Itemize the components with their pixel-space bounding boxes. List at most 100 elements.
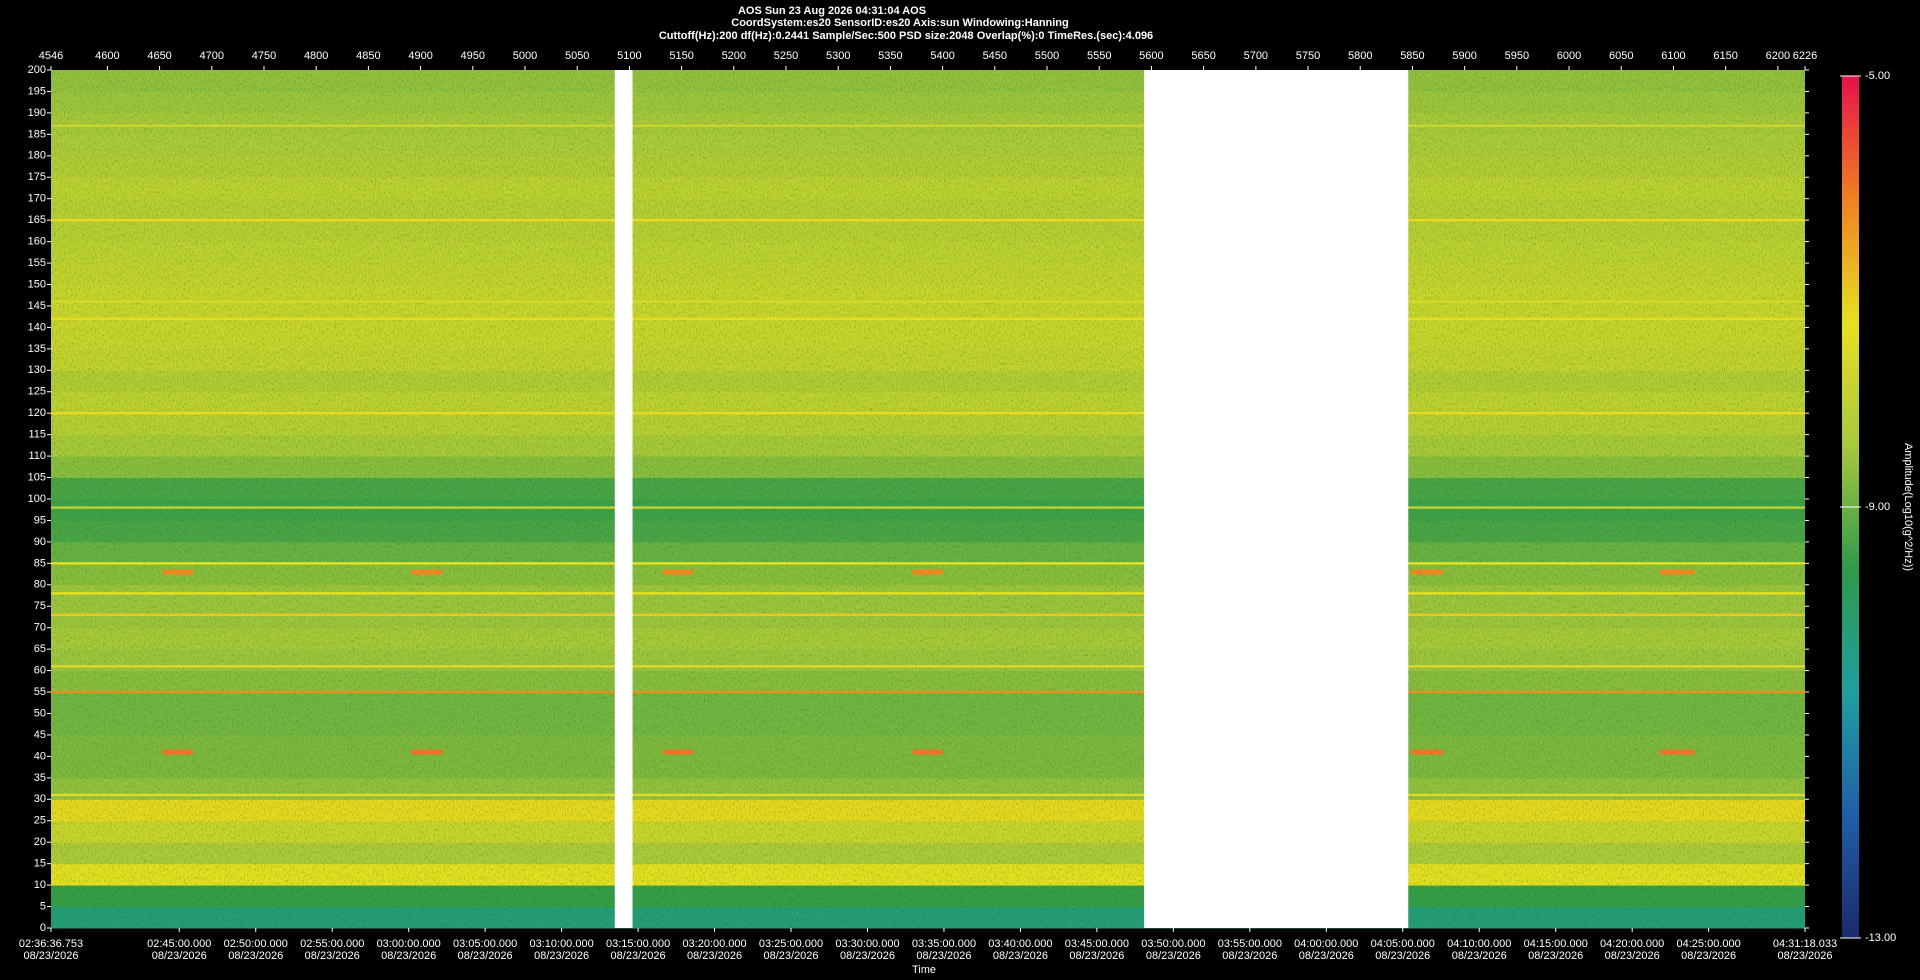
date-tick-label: 08/23/2026 bbox=[1299, 950, 1354, 962]
spectral-line bbox=[51, 562, 1805, 565]
time-tick-label: 04:05:00.000 bbox=[1371, 938, 1435, 950]
date-tick-label: 08/23/2026 bbox=[916, 950, 971, 962]
time-tick-label: 02:55:00.000 bbox=[300, 938, 364, 950]
x-tick-label-top: 4546 bbox=[39, 50, 63, 62]
y-tick-label: 135 bbox=[28, 343, 46, 355]
y-tick-label: 70 bbox=[34, 622, 46, 634]
time-tick-label: 03:35:00.000 bbox=[912, 938, 976, 950]
date-tick-label: 08/23/2026 bbox=[1375, 950, 1430, 962]
y-tick-label: 115 bbox=[28, 429, 46, 441]
y-tick-label: 5 bbox=[40, 900, 46, 912]
y-tick-label: 185 bbox=[28, 128, 46, 140]
time-tick-label: 03:40:00.000 bbox=[988, 938, 1052, 950]
colorbar-tick-label: -9.00 bbox=[1865, 501, 1890, 513]
x-axis-title: Time bbox=[912, 964, 936, 976]
date-tick-label: 08/23/2026 bbox=[534, 950, 589, 962]
data-gap bbox=[1144, 70, 1409, 928]
y-tick-label: 200 bbox=[28, 64, 46, 76]
x-tick-label-top: 4950 bbox=[461, 50, 485, 62]
y-tick-label: 100 bbox=[28, 493, 46, 505]
time-tick-label: 03:30:00.000 bbox=[835, 938, 899, 950]
x-tick-label-top: 5650 bbox=[1191, 50, 1215, 62]
x-tick-label-top: 5750 bbox=[1296, 50, 1320, 62]
spectral-line bbox=[51, 317, 1805, 321]
time-tick-label: 04:00:00.000 bbox=[1294, 938, 1358, 950]
y-tick-label: 175 bbox=[28, 171, 46, 183]
x-tick-label-top: 4750 bbox=[252, 50, 276, 62]
y-tick-label: 120 bbox=[28, 407, 46, 419]
event-mark bbox=[662, 749, 694, 755]
y-tick-label: 150 bbox=[28, 278, 46, 290]
x-tick-label-top: 5250 bbox=[774, 50, 798, 62]
event-mark bbox=[1411, 569, 1443, 575]
y-tick-label: 40 bbox=[34, 750, 46, 762]
x-tick-label-top: 5400 bbox=[930, 50, 954, 62]
x-tick-label-top: 5700 bbox=[1244, 50, 1268, 62]
x-tick-label-top: 5300 bbox=[826, 50, 850, 62]
time-tick-label: 04:10:00.000 bbox=[1447, 938, 1511, 950]
date-tick-label: 08/23/2026 bbox=[152, 950, 207, 962]
x-tick-label-top: 5500 bbox=[1035, 50, 1059, 62]
x-tick-label-top: 5550 bbox=[1087, 50, 1111, 62]
date-tick-label: 08/23/2026 bbox=[228, 950, 283, 962]
date-tick-label: 08/23/2026 bbox=[1069, 950, 1124, 962]
x-tick-label-top: 4850 bbox=[356, 50, 380, 62]
y-tick-label: 195 bbox=[28, 85, 46, 97]
colorbar-label: Amplitude(Log10(g^2/Hz)) bbox=[1902, 443, 1914, 571]
chart-title: AOS Sun 23 Aug 2026 04:31:04 AOS bbox=[738, 5, 926, 17]
time-tick-label: 02:36:36.753 bbox=[19, 938, 83, 950]
y-tick-label: 45 bbox=[34, 729, 46, 741]
y-tick-label: 55 bbox=[34, 686, 46, 698]
date-tick-label: 08/23/2026 bbox=[458, 950, 513, 962]
x-tick-label-top: 6200 bbox=[1766, 50, 1790, 62]
x-tick-label-top: 5100 bbox=[617, 50, 641, 62]
x-tick-label-top: 6000 bbox=[1557, 50, 1581, 62]
event-mark bbox=[162, 569, 193, 575]
y-tick-label: 25 bbox=[34, 815, 46, 827]
date-tick-label: 08/23/2026 bbox=[305, 950, 360, 962]
x-tick-label-top: 6226 bbox=[1793, 50, 1817, 62]
y-tick-label: 155 bbox=[28, 257, 46, 269]
x-tick-label-top: 4800 bbox=[304, 50, 328, 62]
time-tick-label: 03:50:00.000 bbox=[1141, 938, 1205, 950]
x-tick-label-top: 6100 bbox=[1661, 50, 1685, 62]
spectral-line bbox=[51, 218, 1805, 222]
x-tick-label-top: 5850 bbox=[1400, 50, 1424, 62]
spectral-line bbox=[51, 793, 1805, 797]
y-tick-label: 130 bbox=[28, 364, 46, 376]
event-mark bbox=[912, 749, 943, 755]
date-tick-label: 08/23/2026 bbox=[1222, 950, 1277, 962]
spectral-line bbox=[51, 690, 1805, 694]
time-tick-label: 04:25:00.000 bbox=[1677, 938, 1741, 950]
date-tick-label: 08/23/2026 bbox=[1681, 950, 1736, 962]
time-tick-label: 03:20:00.000 bbox=[682, 938, 746, 950]
x-tick-label-top: 5350 bbox=[878, 50, 902, 62]
spectral-line bbox=[51, 124, 1805, 127]
event-mark bbox=[162, 749, 193, 755]
chart-subtitle: CoordSystem:es20 SensorID:es20 Axis:sun … bbox=[731, 17, 1069, 29]
y-tick-label: 180 bbox=[28, 150, 46, 162]
date-tick-label: 08/23/2026 bbox=[1777, 950, 1832, 962]
y-tick-label: 60 bbox=[34, 665, 46, 677]
date-tick-label: 08/23/2026 bbox=[687, 950, 742, 962]
y-tick-label: 80 bbox=[34, 579, 46, 591]
date-tick-label: 08/23/2026 bbox=[1452, 950, 1507, 962]
time-tick-label: 02:45:00.000 bbox=[147, 938, 211, 950]
time-tick-label: 04:31:18.033 bbox=[1773, 938, 1837, 950]
x-tick-label-top: 5800 bbox=[1348, 50, 1372, 62]
y-tick-label: 0 bbox=[40, 922, 46, 934]
x-tick-label-top: 4900 bbox=[408, 50, 432, 62]
time-tick-label: 02:50:00.000 bbox=[224, 938, 288, 950]
time-tick-label: 03:10:00.000 bbox=[529, 938, 593, 950]
y-tick-label: 10 bbox=[34, 879, 46, 891]
y-tick-label: 35 bbox=[34, 772, 46, 784]
time-tick-label: 04:15:00.000 bbox=[1524, 938, 1588, 950]
spectral-line bbox=[51, 665, 1805, 668]
y-tick-label: 110 bbox=[28, 450, 46, 462]
x-tick-label-top: 5050 bbox=[565, 50, 589, 62]
date-tick-label: 08/23/2026 bbox=[1146, 950, 1201, 962]
event-mark bbox=[1411, 749, 1443, 755]
x-tick-label-top: 5200 bbox=[722, 50, 746, 62]
colorbar-tick-label: -13.00 bbox=[1865, 932, 1896, 944]
x-tick-label-top: 6150 bbox=[1713, 50, 1737, 62]
